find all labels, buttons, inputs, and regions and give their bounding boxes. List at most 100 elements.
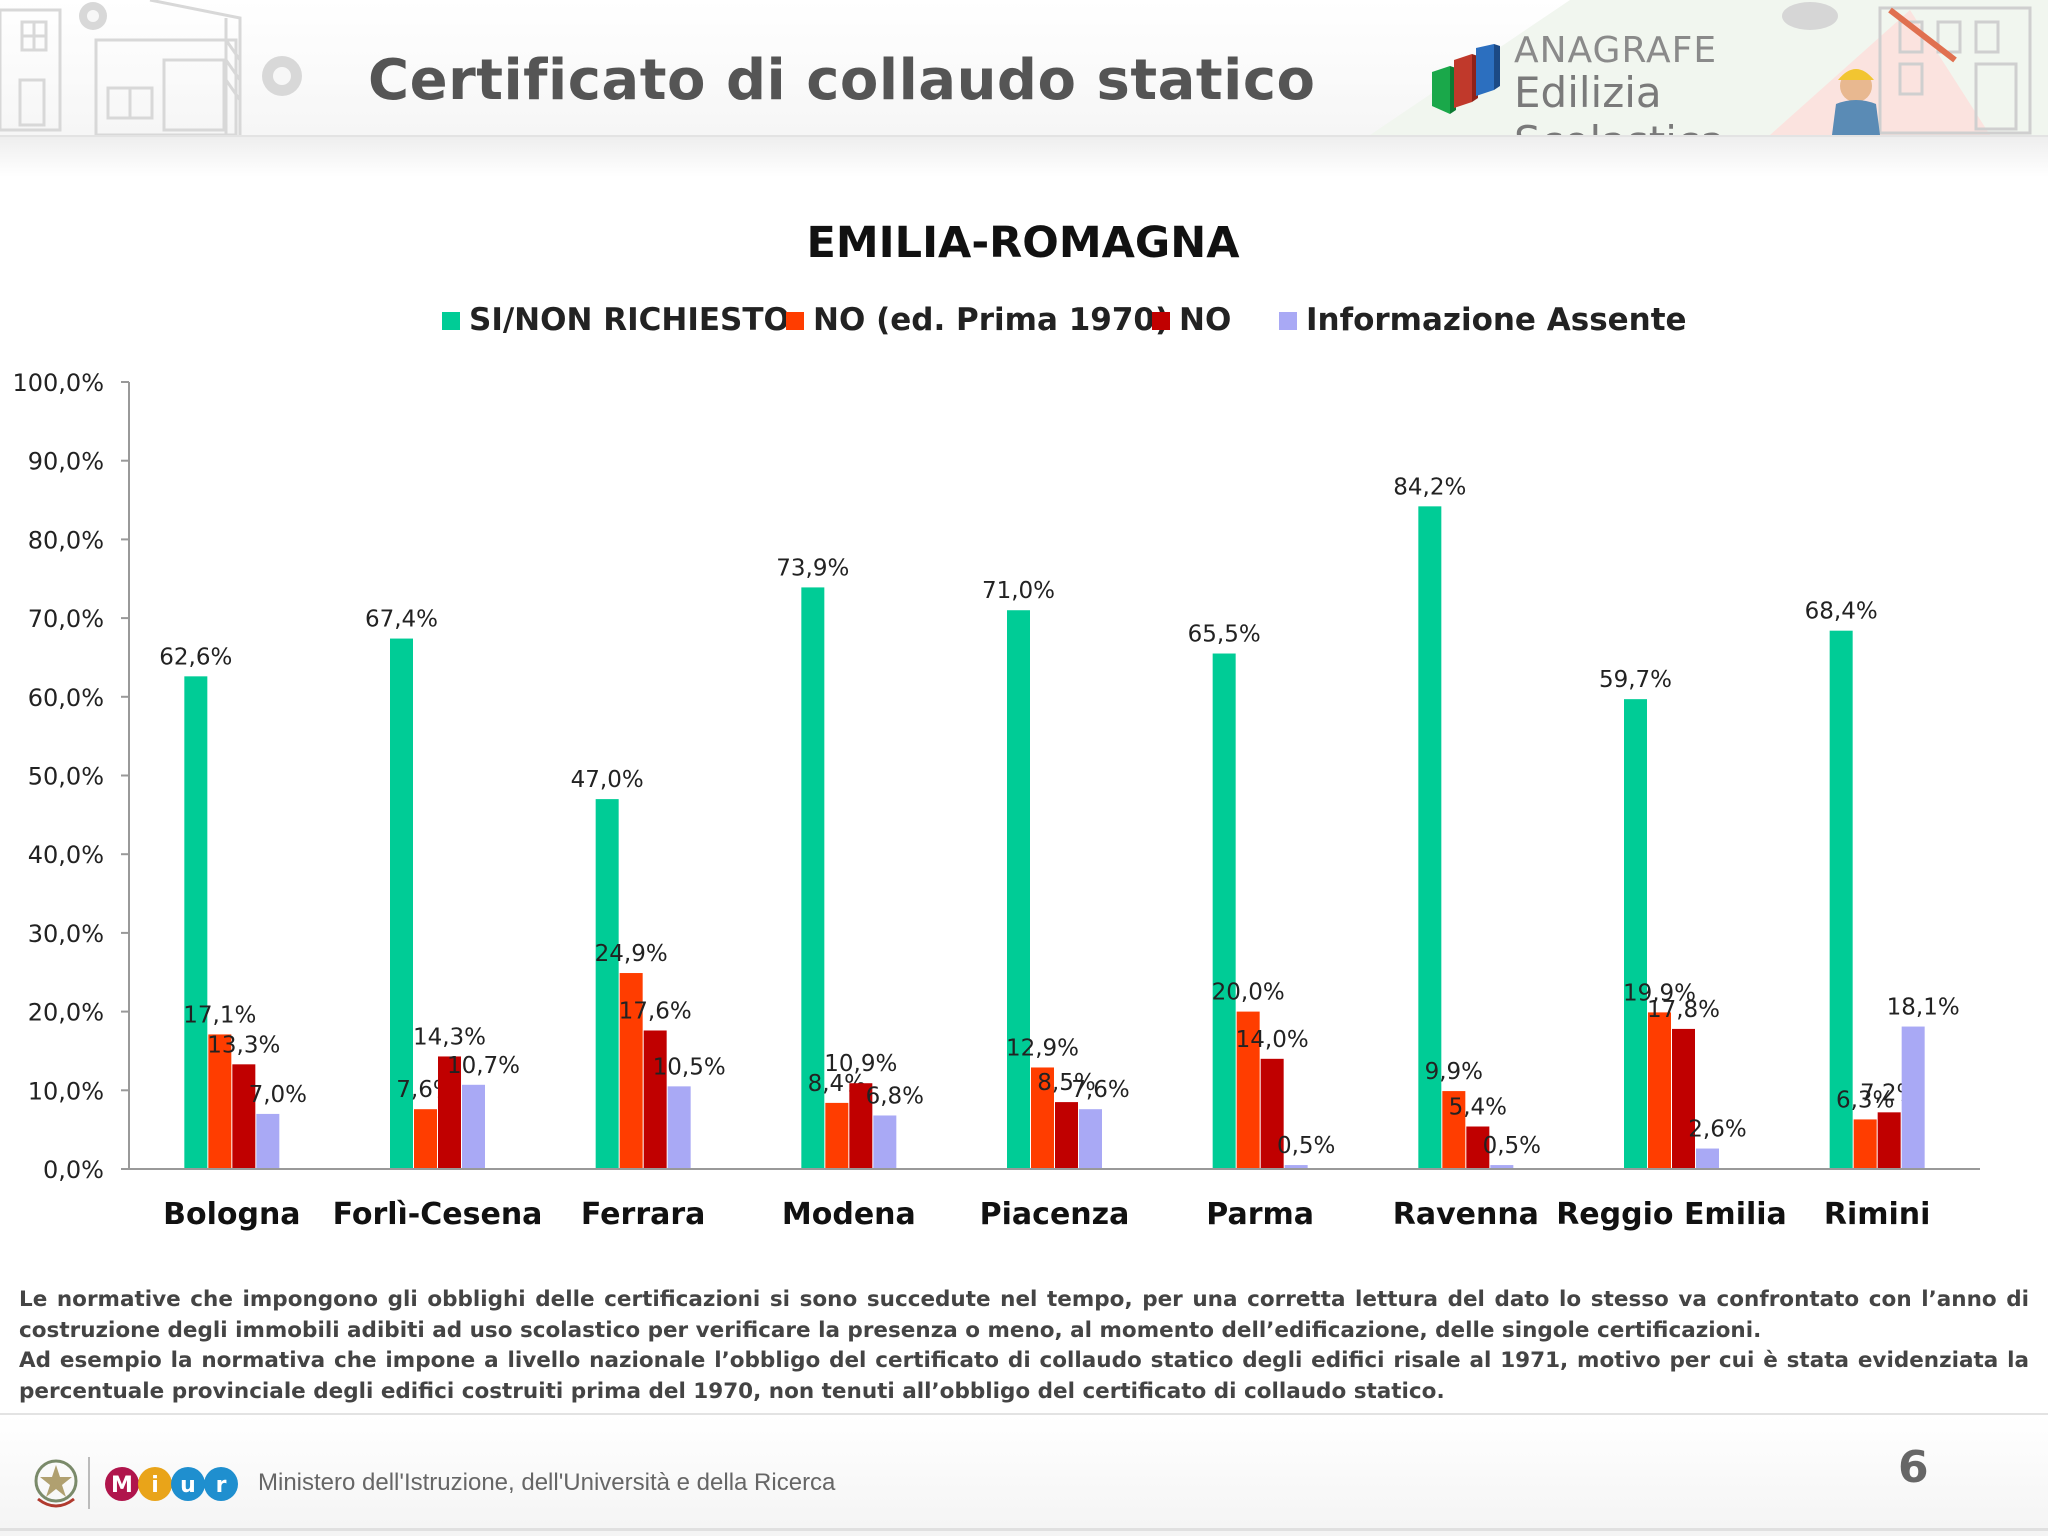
y-tick-label: 90,0% — [28, 448, 104, 476]
data-label-si-non-richiesto-reggio-emilia: 59,7% — [1599, 667, 1672, 693]
footer-separator — [88, 1457, 90, 1509]
brand-top-text: ANAGRAFE — [1514, 30, 1718, 71]
bar-si-non-richiesto-forl-cesena — [390, 638, 413, 1169]
y-tick-label: 0,0% — [43, 1156, 104, 1184]
miur-letter-m: M — [111, 1473, 133, 1498]
explanatory-note: Le normative che impongono gli obblighi … — [19, 1285, 2029, 1407]
x-tick-label-forl-cesena: Forlì-Cesena — [333, 1197, 543, 1232]
page-title: Certificato di collaudo statico — [368, 48, 1316, 113]
bar-informazione-assente-reggio-emilia — [1696, 1148, 1719, 1169]
legend-swatch-informazione-assente — [1279, 312, 1297, 330]
data-label-no-parma: 14,0% — [1236, 1027, 1309, 1053]
x-tick-label-modena: Modena — [782, 1197, 916, 1232]
bar-no-ed-prima-1970-forl-cesena — [414, 1109, 437, 1169]
legend-swatch-no-ed-prima-1970 — [786, 312, 804, 330]
bar-si-non-richiesto-reggio-emilia — [1624, 699, 1647, 1169]
bar-no-ravenna — [1466, 1126, 1490, 1169]
data-label-si-non-richiesto-rimini: 68,4% — [1805, 599, 1878, 625]
y-tick-label: 40,0% — [28, 841, 104, 869]
legend-swatch-no — [1152, 312, 1170, 330]
bar-no-modena — [849, 1083, 873, 1169]
y-tick-label: 100,0% — [12, 369, 104, 397]
x-tick-label-reggio-emilia: Reggio Emilia — [1556, 1197, 1787, 1232]
legend-label-no: NO — [1179, 302, 1231, 338]
miur-circle-i — [138, 1467, 172, 1501]
legend-label-informazione-assente: Informazione Assente — [1306, 302, 1687, 338]
bar-no-ed-prima-1970-bologna — [208, 1034, 232, 1169]
data-label-si-non-richiesto-parma: 65,5% — [1188, 622, 1261, 648]
y-tick-label: 30,0% — [28, 920, 104, 948]
page-number: 6 — [1898, 1442, 1929, 1493]
x-tick-label-rimini: Rimini — [1824, 1197, 1931, 1232]
bar-no-ed-prima-1970-rimini — [1853, 1119, 1877, 1169]
data-label-si-non-richiesto-ravenna: 84,2% — [1393, 474, 1466, 500]
bar-no-ed-prima-1970-piacenza — [1031, 1067, 1054, 1169]
data-label-si-non-richiesto-forl-cesena: 67,4% — [365, 607, 438, 633]
miur-letter-r: r — [216, 1473, 227, 1498]
bar-no-ed-prima-1970-modena — [825, 1102, 849, 1169]
data-label-si-non-richiesto-modena: 73,9% — [776, 555, 849, 581]
data-label-informazione-assente-modena: 6,8% — [866, 1083, 924, 1109]
brand: ANAGRAFE Edilizia Scolastica — [1430, 24, 1830, 135]
data-label-informazione-assente-bologna: 7,0% — [249, 1082, 307, 1108]
legend-label-si-non-richiesto: SI/NON RICHIESTO — [469, 302, 790, 338]
bar-si-non-richiesto-piacenza — [1007, 610, 1030, 1169]
bar-si-non-richiesto-ravenna — [1418, 506, 1442, 1169]
data-label-no-bologna: 13,3% — [207, 1032, 280, 1058]
data-label-informazione-assente-rimini: 18,1% — [1887, 995, 1960, 1021]
republic-emblem-icon — [34, 1459, 78, 1508]
data-label-no-reggio-emilia: 17,8% — [1647, 997, 1720, 1023]
y-tick-label: 60,0% — [28, 684, 104, 712]
data-label-no-ed-prima-1970-piacenza: 12,9% — [1006, 1035, 1079, 1061]
data-label-informazione-assente-reggio-emilia: 2,6% — [1688, 1117, 1746, 1143]
bar-si-non-richiesto-rimini — [1829, 630, 1853, 1169]
footer-divider — [0, 1413, 2048, 1415]
data-label-no-forl-cesena: 14,3% — [413, 1024, 486, 1050]
data-label-no-ed-prima-1970-bologna: 17,1% — [183, 1002, 256, 1028]
ministry-name: Ministero dell'Istruzione, dell'Universi… — [258, 1469, 836, 1496]
bar-no-forl-cesena — [438, 1056, 461, 1169]
bar-informazione-assente-parma — [1284, 1165, 1308, 1169]
data-label-si-non-richiesto-piacenza: 71,0% — [982, 578, 1055, 604]
bar-informazione-assente-piacenza — [1079, 1109, 1102, 1169]
bar-no-ed-prima-1970-reggio-emilia — [1648, 1012, 1671, 1169]
data-label-informazione-assente-ravenna: 0,5% — [1483, 1133, 1541, 1159]
bar-no-ed-prima-1970-ravenna — [1442, 1091, 1466, 1169]
data-label-no-ed-prima-1970-ferrara: 24,9% — [595, 941, 668, 967]
bar-no-piacenza — [1055, 1102, 1078, 1169]
miur-circle-u — [171, 1467, 205, 1501]
y-tick-label: 20,0% — [28, 999, 104, 1027]
data-label-informazione-assente-ferrara: 10,5% — [653, 1054, 726, 1080]
miur-letter-u: u — [180, 1473, 196, 1498]
y-axis: 0,0% 10,0% 20,0% 30,0% 40,0% 50,0% 60,0% 70,0% 8… — [12, 369, 130, 1184]
note-paragraph-1: Le normative che impongono gli obblighi … — [19, 1287, 2029, 1343]
bar-informazione-assente-bologna — [256, 1113, 280, 1169]
bar-si-non-richiesto-parma — [1212, 653, 1236, 1169]
data-label-no-ed-prima-1970-rimini: 6,3% — [1836, 1087, 1894, 1113]
data-label-informazione-assente-piacenza: 7,6% — [1071, 1077, 1129, 1103]
data-label-informazione-assente-forl-cesena: 10,7% — [447, 1053, 520, 1079]
note-paragraph-2: Ad esempio la normativa che impone a liv… — [19, 1348, 2029, 1404]
data-label-si-non-richiesto-ferrara: 47,0% — [571, 767, 644, 793]
bar-informazione-assente-forl-cesena — [462, 1084, 485, 1169]
bar-informazione-assente-modena — [873, 1115, 897, 1169]
bar-no-ferrara — [643, 1030, 667, 1169]
x-tick-label-ravenna: Ravenna — [1393, 1197, 1539, 1232]
brand-bottom-text: Edilizia Scolastica — [1514, 68, 1726, 135]
miur-circle-r — [204, 1467, 238, 1501]
chart-legend: SI/NON RICHIESTO NO (ed. Prima 1970) NO Inf… — [442, 302, 1687, 338]
data-label-si-non-richiesto-bologna: 62,6% — [159, 644, 232, 670]
bar-si-non-richiesto-bologna — [184, 676, 208, 1169]
chart-title: EMILIA-ROMAGNA — [807, 218, 1241, 268]
miur-circle-m — [105, 1467, 139, 1501]
building-sketch-icon — [0, 0, 302, 135]
bar-no-parma — [1260, 1058, 1284, 1169]
gear-icon — [79, 2, 302, 96]
bar-informazione-assente-ferrara — [667, 1086, 691, 1169]
subheader-band — [0, 137, 2048, 177]
bar-no-reggio-emilia — [1672, 1028, 1695, 1169]
y-tick-label: 80,0% — [28, 526, 104, 554]
bar-no-ed-prima-1970-ferrara — [619, 973, 643, 1169]
anagrafe-logo-icon — [1432, 44, 1500, 114]
legend-label-no-ed-prima-1970: NO (ed. Prima 1970) — [813, 302, 1169, 338]
